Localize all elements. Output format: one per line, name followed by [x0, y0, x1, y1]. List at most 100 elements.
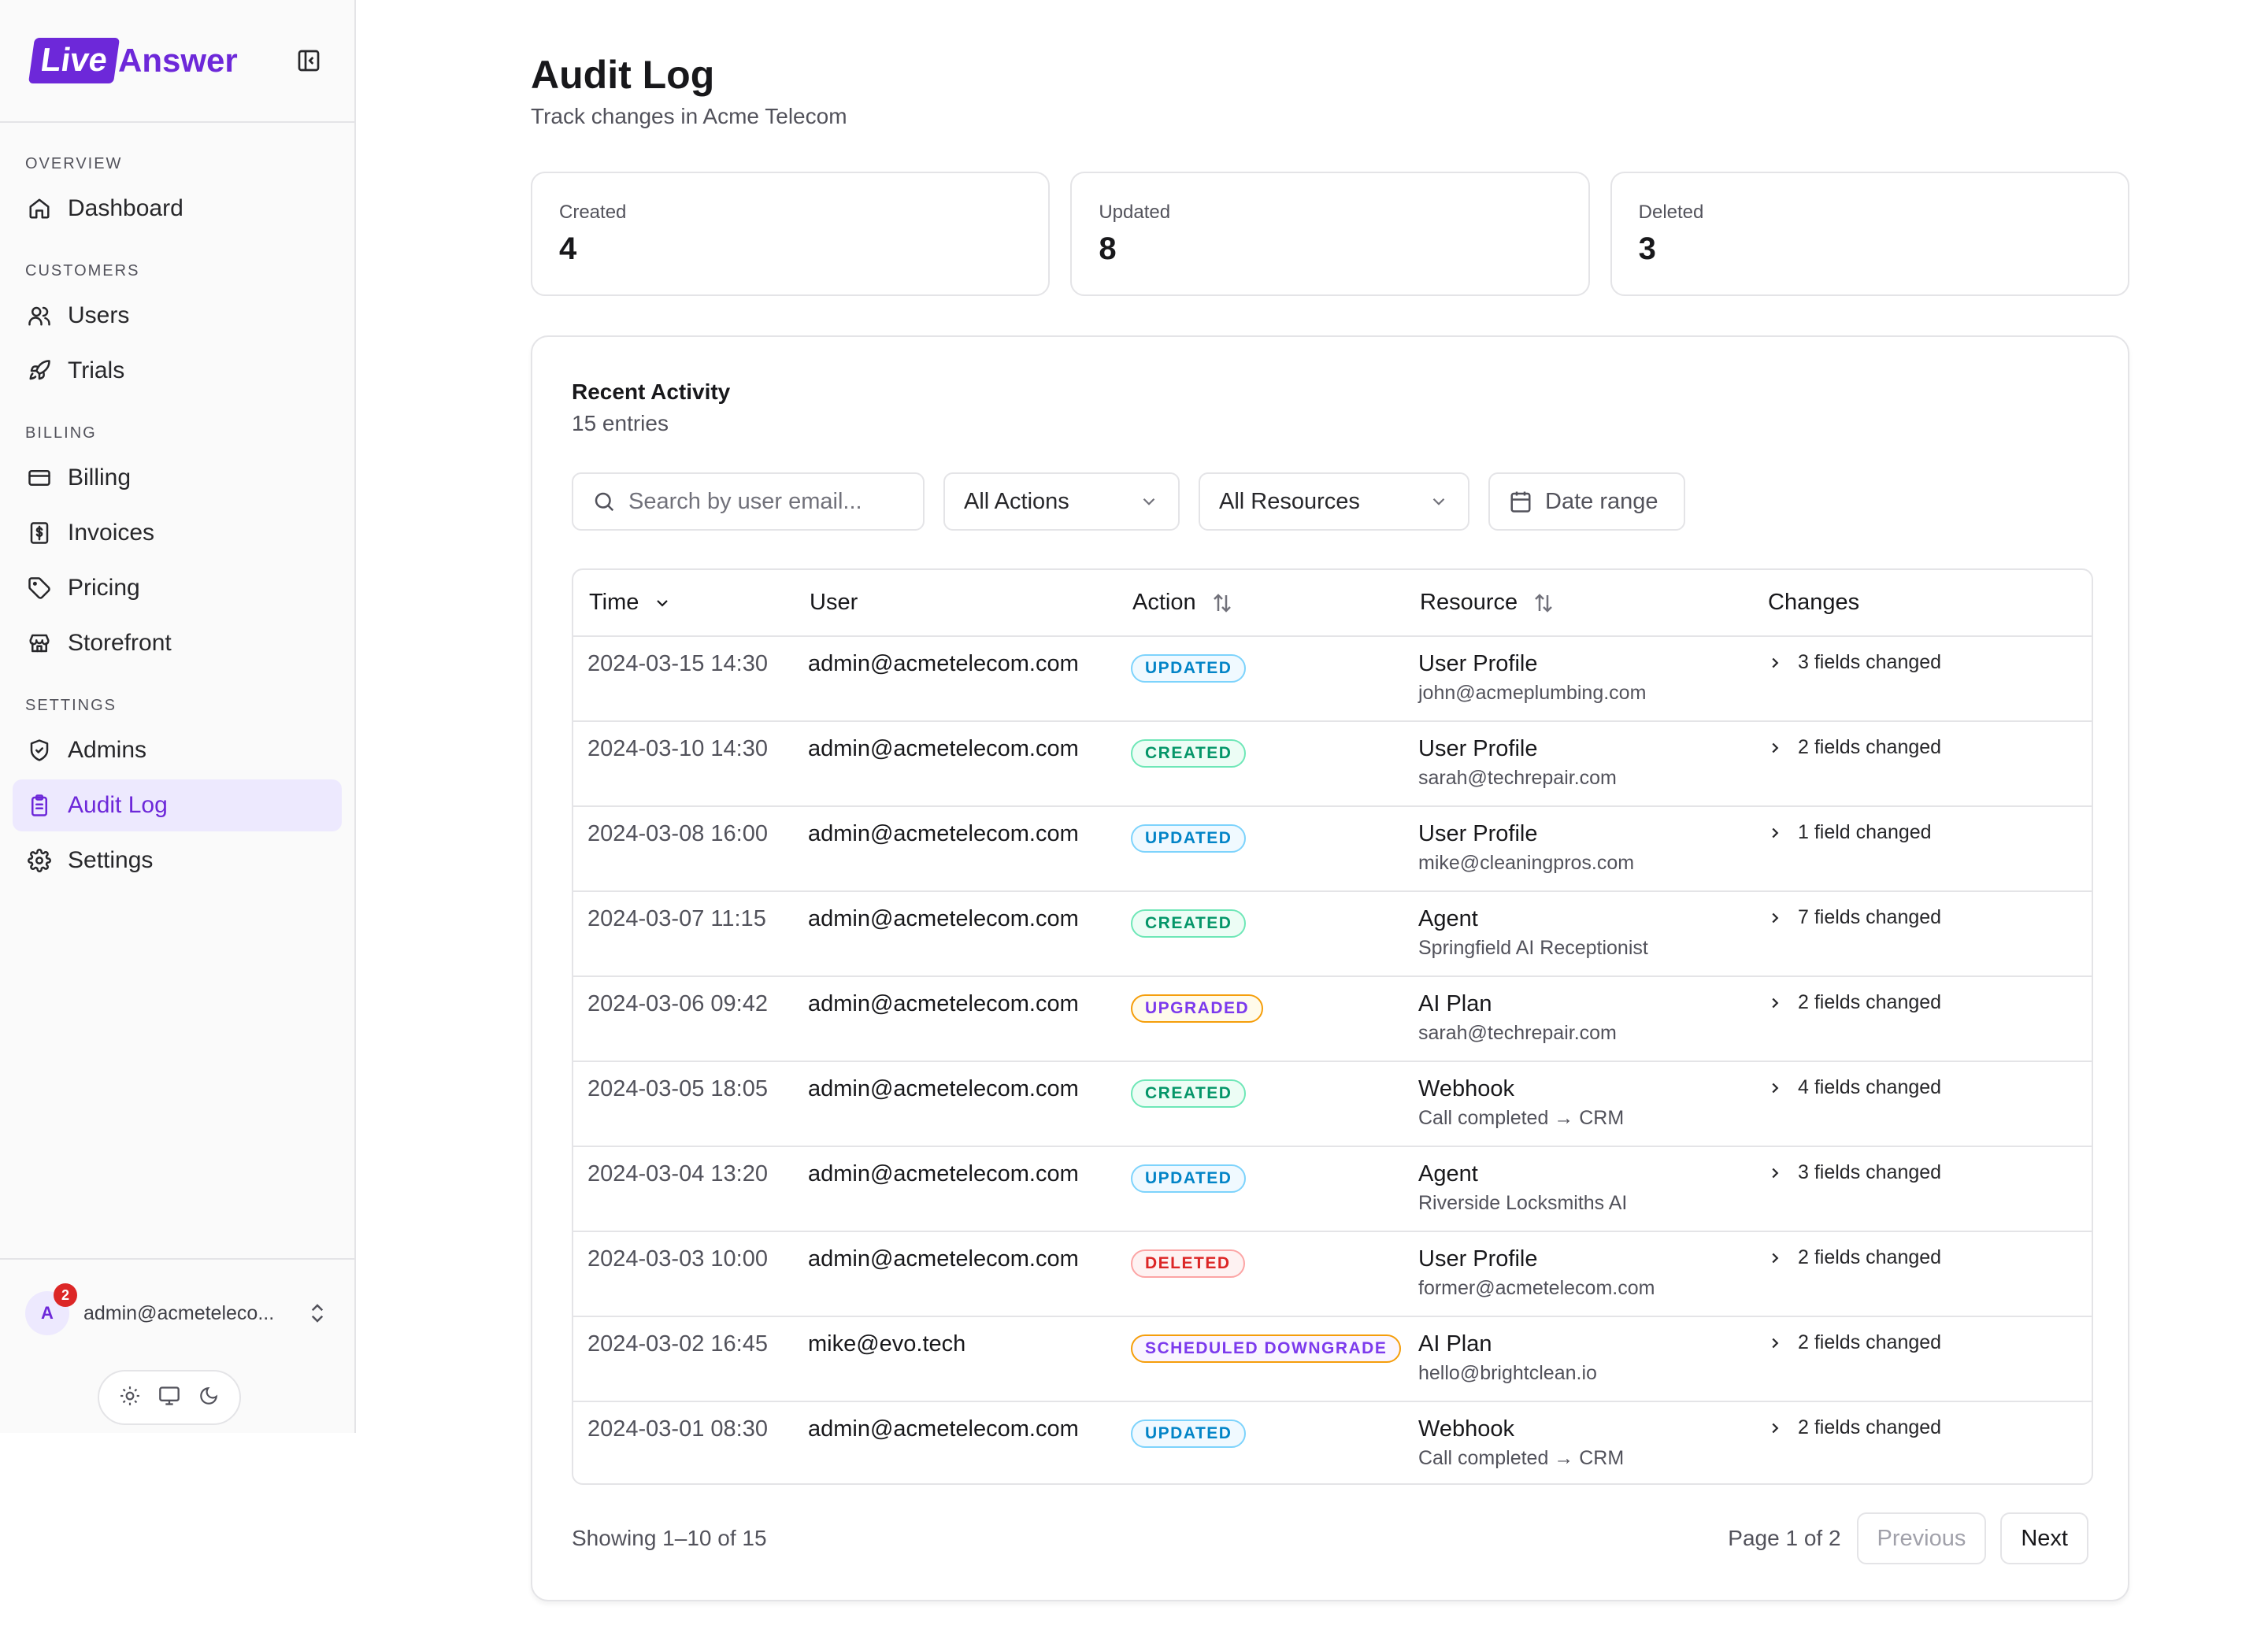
cell-resource: Webhook Call completed → CRM [1404, 1061, 1752, 1147]
stat-value: 4 [559, 231, 577, 266]
user-email: admin@acmeteleco... [83, 1301, 275, 1324]
page-title: Audit Log [531, 53, 715, 97]
cell-changes: 2 fields changed [1752, 1231, 2092, 1317]
clipboard-icon [27, 793, 52, 818]
changes-summary: 2 fields changed [1798, 1331, 1942, 1353]
chevron-right-icon [1772, 1423, 1779, 1433]
resource-detail: Call completed → CRM [1418, 1107, 1625, 1129]
changes-toggle[interactable]: 1 field changed [1766, 821, 2081, 844]
sidebar-item-billing[interactable]: Billing [13, 452, 342, 504]
table-row[interactable]: 2024-03-06 09:42 admin@acmetelecom.com U… [573, 976, 2092, 1062]
next-button[interactable]: Next [2000, 1512, 2088, 1564]
avatar-initial: A [41, 1303, 54, 1323]
chevron-right-icon [1772, 1338, 1779, 1348]
resource-detail: former@acmetelecom.com [1418, 1277, 1655, 1299]
table-row[interactable]: 2024-03-07 11:15 admin@acmetelecom.com C… [573, 891, 2092, 977]
cell-action: CREATED [1117, 1061, 1404, 1147]
cell-changes: 7 fields changed [1752, 891, 2092, 977]
sidebar-item-trials[interactable]: Trials [13, 345, 342, 397]
sidebar-item-label: Users [68, 302, 130, 328]
resource-filter-select[interactable]: All Resources [1199, 472, 1469, 531]
changes-summary: 3 fields changed [1798, 1161, 1942, 1183]
sidebar-item-invoices[interactable]: Invoices [13, 507, 342, 559]
sidebar-item-storefront[interactable]: Storefront [13, 617, 342, 669]
cell-changes: 2 fields changed [1752, 721, 2092, 807]
cell-user: admin@acmetelecom.com [794, 636, 1117, 722]
table-row[interactable]: 2024-03-04 13:20 admin@acmetelecom.com U… [573, 1146, 2092, 1232]
pagination: Showing 1–10 of 15 Page 1 of 2 Previous … [572, 1512, 2088, 1565]
sidebar-item-label: Admins [68, 737, 147, 763]
user-menu[interactable]: A 2 admin@acmeteleco... [25, 1283, 329, 1343]
table-row[interactable]: 2024-03-01 08:30 admin@acmetelecom.com U… [573, 1401, 2092, 1483]
column-resource[interactable]: Resource [1404, 570, 1752, 637]
nav-section-label: CUSTOMERS [25, 262, 140, 279]
resource-detail: john@acmeplumbing.com [1418, 682, 1647, 704]
sidebar-item-users[interactable]: Users [13, 290, 342, 342]
sidebar-item-audit-log[interactable]: Audit Log [13, 779, 342, 831]
store-icon [27, 631, 52, 656]
previous-button[interactable]: Previous [1856, 1512, 1987, 1564]
cell-action: UPDATED [1117, 806, 1404, 892]
cell-user: admin@acmetelecom.com [794, 721, 1117, 807]
showing-count: Showing 1–10 of 15 [572, 1526, 767, 1550]
changes-toggle[interactable]: 3 fields changed [1766, 651, 2081, 674]
sidebar-item-pricing[interactable]: Pricing [13, 562, 342, 614]
action-filter-value: All Actions [964, 488, 1069, 514]
changes-summary: 2 fields changed [1798, 1416, 1942, 1438]
resource-name: User Profile [1418, 821, 1538, 846]
table-row[interactable]: 2024-03-05 18:05 admin@acmetelecom.com C… [573, 1061, 2092, 1147]
changes-toggle[interactable]: 2 fields changed [1766, 1416, 2081, 1439]
cell-user: mike@evo.tech [794, 1316, 1117, 1402]
cell-resource: User Profile former@acmetelecom.com [1404, 1231, 1752, 1317]
monitor-icon [159, 1386, 180, 1405]
resource-name: Webhook [1418, 1416, 1514, 1442]
cell-changes: 2 fields changed [1752, 1316, 2092, 1402]
cell-action: UPDATED [1117, 1146, 1404, 1232]
stat-label: Updated [1099, 202, 1171, 223]
search-input[interactable]: Search by user email... [572, 472, 925, 531]
changes-toggle[interactable]: 2 fields changed [1766, 991, 2081, 1014]
cell-action: UPDATED [1117, 1401, 1404, 1483]
column-time[interactable]: Time [573, 570, 794, 637]
resource-name: User Profile [1418, 736, 1538, 761]
changes-summary: 2 fields changed [1798, 1246, 1942, 1268]
theme-system-button[interactable] [158, 1385, 180, 1411]
cell-action: CREATED [1117, 721, 1404, 807]
theme-dark-button[interactable] [198, 1386, 219, 1410]
changes-toggle[interactable]: 4 fields changed [1766, 1076, 2081, 1099]
date-range-button[interactable]: Date range [1488, 472, 1685, 531]
cell-changes: 2 fields changed [1752, 976, 2092, 1062]
column-user: User [794, 570, 1117, 637]
changes-toggle[interactable]: 2 fields changed [1766, 1331, 2081, 1354]
cell-changes: 2 fields changed [1752, 1401, 2092, 1483]
stat-label: Created [559, 202, 627, 223]
resource-name: Webhook [1418, 1076, 1514, 1101]
logo-live: Live [28, 38, 120, 83]
column-changes: Changes [1752, 570, 2092, 637]
home-icon [27, 196, 52, 221]
chevron-right-icon [1772, 1083, 1779, 1093]
resource-name: Agent [1418, 906, 1478, 931]
logo[interactable]: Live Answer [28, 38, 238, 83]
column-action[interactable]: Action [1117, 570, 1404, 637]
table-row[interactable]: 2024-03-10 14:30 admin@acmetelecom.com C… [573, 721, 2092, 807]
chevron-down-icon [657, 599, 669, 607]
collapse-sidebar-button[interactable] [295, 46, 323, 75]
changes-toggle[interactable]: 2 fields changed [1766, 1246, 2081, 1269]
changes-toggle[interactable]: 2 fields changed [1766, 736, 2081, 759]
changes-toggle[interactable]: 7 fields changed [1766, 906, 2081, 929]
table-row[interactable]: 2024-03-08 16:00 admin@acmetelecom.com U… [573, 806, 2092, 892]
stat-card-created: Created 4 [531, 172, 1051, 296]
sidebar-toggle-icon [298, 50, 320, 72]
theme-light-button[interactable] [120, 1386, 140, 1410]
table-row[interactable]: 2024-03-02 16:45 mike@evo.tech SCHEDULED… [573, 1316, 2092, 1402]
table-row[interactable]: 2024-03-03 10:00 admin@acmetelecom.com D… [573, 1231, 2092, 1317]
changes-summary: 4 fields changed [1798, 1076, 1942, 1098]
sidebar-item-dashboard[interactable]: Dashboard [13, 183, 342, 235]
table-row[interactable]: 2024-03-15 14:30 admin@acmetelecom.com U… [573, 636, 2092, 722]
sidebar-item-settings[interactable]: Settings [13, 835, 342, 887]
action-filter-select[interactable]: All Actions [943, 472, 1180, 531]
changes-toggle[interactable]: 3 fields changed [1766, 1161, 2081, 1184]
cell-action: UPDATED [1117, 636, 1404, 722]
sidebar-item-admins[interactable]: Admins [13, 724, 342, 776]
